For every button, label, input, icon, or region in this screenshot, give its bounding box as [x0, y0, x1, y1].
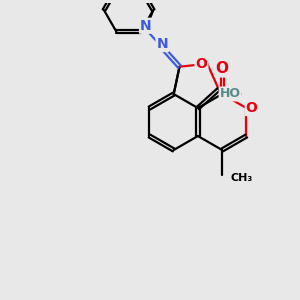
Text: O: O	[216, 61, 229, 76]
Text: O: O	[246, 101, 258, 115]
Text: CH₃: CH₃	[231, 173, 253, 183]
Text: N: N	[157, 37, 168, 51]
Text: HO: HO	[220, 88, 241, 100]
Text: N: N	[140, 19, 152, 33]
Text: O: O	[196, 57, 207, 71]
